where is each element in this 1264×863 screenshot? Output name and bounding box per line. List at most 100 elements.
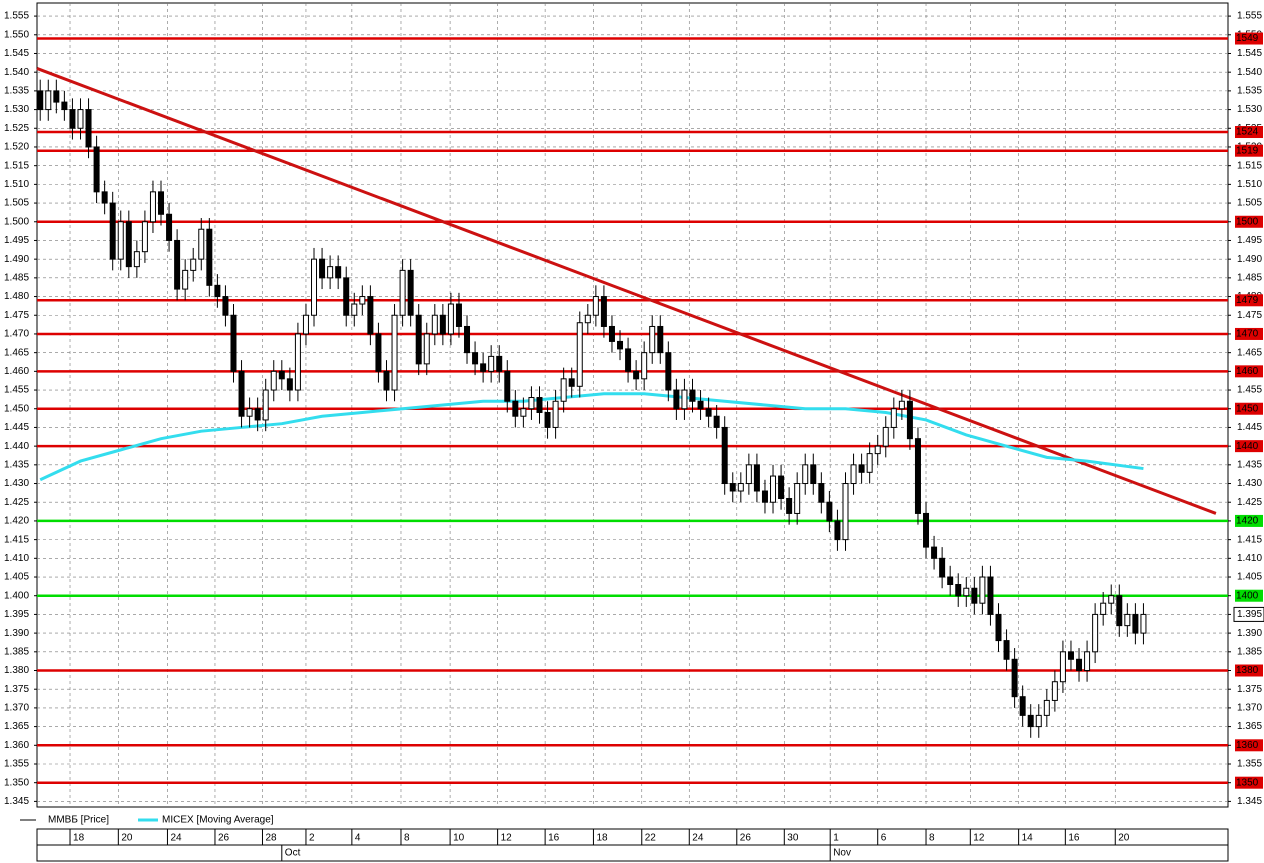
candle-body bbox=[536, 397, 543, 413]
y-tick-label: 1.470 bbox=[4, 329, 29, 340]
candle-body bbox=[294, 333, 301, 391]
y-tick-label: 1.460 bbox=[4, 366, 29, 377]
candle-body bbox=[488, 355, 495, 372]
candle-body bbox=[689, 389, 696, 402]
x-tick-label: 16 bbox=[1068, 833, 1080, 844]
y-tick-label: 1.475 bbox=[1237, 310, 1262, 321]
level-label: 1440 bbox=[1236, 441, 1259, 452]
month-label: Oct bbox=[285, 848, 301, 859]
y-tick-label: 1.490 bbox=[4, 254, 29, 265]
level-label-box bbox=[1235, 327, 1263, 340]
candle-body bbox=[818, 483, 825, 503]
candle-body bbox=[906, 400, 913, 440]
candle-body bbox=[560, 378, 567, 402]
candle-body bbox=[737, 483, 744, 492]
y-tick-label: 1.510 bbox=[1237, 179, 1262, 190]
y-tick-label: 1.495 bbox=[1237, 235, 1262, 246]
candle-body bbox=[802, 464, 809, 485]
candle-body bbox=[625, 348, 632, 372]
candle-body bbox=[1067, 651, 1074, 660]
candle-body bbox=[1140, 613, 1147, 634]
candle-body bbox=[230, 314, 237, 372]
candle-body bbox=[101, 191, 108, 204]
y-tick-label: 1.415 bbox=[4, 534, 29, 545]
candle-body bbox=[528, 397, 535, 410]
candle-body bbox=[898, 400, 905, 410]
candle-body bbox=[85, 109, 92, 148]
x-tick-label: 22 bbox=[645, 833, 657, 844]
y-tick-label: 1.455 bbox=[1237, 385, 1262, 396]
candle-body bbox=[375, 333, 382, 372]
level-label: 1524 bbox=[1236, 127, 1259, 138]
y-tick-label: 1.475 bbox=[4, 310, 29, 321]
candle-body bbox=[359, 296, 366, 305]
candle-body bbox=[423, 333, 430, 365]
candle-body bbox=[206, 228, 213, 286]
y-tick-label: 1.550 bbox=[4, 29, 29, 40]
candle-body bbox=[890, 408, 897, 428]
candle-body bbox=[472, 352, 479, 365]
candle-body bbox=[319, 258, 326, 279]
candle-body bbox=[794, 483, 801, 514]
candle-body bbox=[327, 266, 334, 279]
candle-body bbox=[1116, 595, 1123, 627]
x-tick-label: 18 bbox=[596, 833, 608, 844]
level-label: 1400 bbox=[1236, 590, 1259, 601]
candle-body bbox=[657, 325, 664, 354]
level-label-box bbox=[1235, 776, 1263, 789]
y-tick-label: 1.345 bbox=[1237, 796, 1262, 807]
candle-body bbox=[995, 613, 1002, 642]
candle-body bbox=[866, 453, 873, 473]
candle-body bbox=[987, 576, 994, 615]
candle-body bbox=[335, 266, 342, 279]
legend-label: ММВБ [Price] bbox=[48, 815, 109, 826]
y-tick-label: 1.345 bbox=[4, 796, 29, 807]
candle-body bbox=[544, 411, 551, 428]
x-tick-label: 1 bbox=[833, 833, 839, 844]
y-tick-label: 1.360 bbox=[4, 740, 29, 751]
y-tick-label: 1.480 bbox=[4, 291, 29, 302]
x-tick-label: 12 bbox=[501, 833, 513, 844]
y-tick-label: 1.535 bbox=[1237, 86, 1262, 97]
y-tick-label: 1.365 bbox=[1237, 721, 1262, 732]
y-tick-label: 1.390 bbox=[4, 628, 29, 639]
candle-body bbox=[592, 296, 599, 316]
candle-body bbox=[649, 325, 656, 354]
candle-body bbox=[431, 314, 438, 335]
level-label: 1500 bbox=[1236, 216, 1259, 227]
candle-body bbox=[1092, 613, 1099, 653]
candle-body bbox=[238, 370, 245, 417]
candle-body bbox=[705, 408, 712, 417]
y-tick-label: 1.450 bbox=[4, 403, 29, 414]
candle-body bbox=[729, 483, 736, 492]
candle-body bbox=[158, 191, 165, 215]
y-tick-label: 1.435 bbox=[1237, 459, 1262, 470]
candle-body bbox=[93, 146, 100, 193]
y-tick-label: 1.410 bbox=[1237, 553, 1262, 564]
candle-body bbox=[496, 355, 503, 372]
candle-body bbox=[246, 408, 253, 417]
y-tick-label: 1.385 bbox=[4, 646, 29, 657]
legend-label: MICEX [Moving Average] bbox=[162, 815, 274, 826]
candle-body bbox=[617, 340, 624, 350]
candle-body bbox=[882, 426, 889, 447]
y-tick-label: 1.425 bbox=[1237, 497, 1262, 508]
candle-body bbox=[745, 464, 752, 485]
candle-body bbox=[61, 101, 68, 111]
candle-body bbox=[512, 400, 519, 417]
level-label-box bbox=[1235, 589, 1263, 602]
candle-body bbox=[45, 90, 52, 111]
candle-body bbox=[608, 325, 615, 342]
level-label-box bbox=[1235, 126, 1263, 139]
y-tick-label: 1.380 bbox=[4, 665, 29, 676]
candle-body bbox=[753, 464, 760, 492]
candle-body bbox=[383, 370, 390, 391]
level-label-box bbox=[1235, 32, 1263, 45]
candle-body bbox=[850, 464, 857, 485]
y-tick-label: 1.425 bbox=[4, 497, 29, 508]
candle-body bbox=[552, 400, 559, 428]
candle-body bbox=[914, 438, 921, 514]
last-price-label: 1.395 bbox=[1237, 609, 1262, 620]
candle-body bbox=[504, 370, 511, 402]
